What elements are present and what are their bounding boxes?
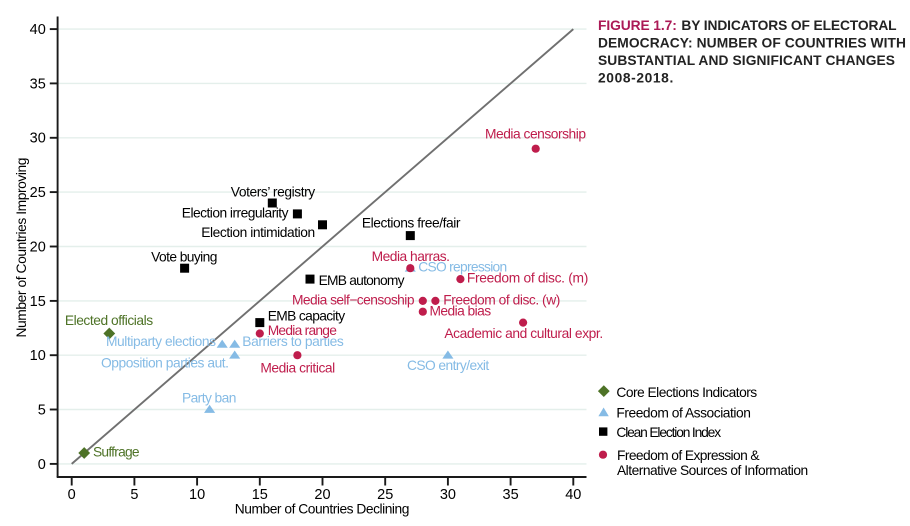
svg-text:Academic and cultural expr.: Academic and cultural expr. xyxy=(444,326,603,341)
svg-text:Voters’ registry: Voters’ registry xyxy=(231,185,315,200)
svg-text:10: 10 xyxy=(30,348,46,364)
svg-text:Media harras.: Media harras. xyxy=(372,249,450,264)
svg-text:2008-2018.: 2008-2018. xyxy=(598,70,673,85)
svg-text:CSO repression: CSO repression xyxy=(418,259,507,274)
svg-text:SUBSTANTIAL AND SIGNIFICANT CH: SUBSTANTIAL AND SIGNIFICANT CHANGES xyxy=(598,53,895,68)
svg-text:Elected officials: Elected officials xyxy=(65,313,153,328)
svg-text:Multiparty elections: Multiparty elections xyxy=(106,334,216,349)
svg-text:Core Elections Indicators: Core Elections Indicators xyxy=(616,385,757,400)
svg-text:5: 5 xyxy=(38,402,46,418)
svg-text:0: 0 xyxy=(68,487,76,503)
svg-text:Freedom of Association: Freedom of Association xyxy=(616,405,751,420)
svg-text:Election intimidation: Election intimidation xyxy=(201,225,315,240)
svg-text:Vote buying: Vote buying xyxy=(151,250,217,265)
svg-text:FIGURE 1.7:: FIGURE 1.7: xyxy=(598,18,677,33)
svg-text:Party ban: Party ban xyxy=(182,391,237,406)
svg-text:40: 40 xyxy=(30,22,46,38)
svg-text:10: 10 xyxy=(189,487,205,503)
svg-text:Media bias: Media bias xyxy=(430,304,492,319)
svg-text:Freedom of Expression &: Freedom of Expression & xyxy=(617,448,760,463)
svg-text:Media range: Media range xyxy=(268,323,338,338)
svg-text:EMB autonomy: EMB autonomy xyxy=(319,273,405,288)
svg-text:0: 0 xyxy=(38,457,46,473)
svg-text:30: 30 xyxy=(30,131,46,147)
svg-text:Media critical: Media critical xyxy=(260,361,335,376)
svg-text:Elections free/fair: Elections free/fair xyxy=(362,216,461,231)
svg-text:Number of Countries Declining: Number of Countries Declining xyxy=(235,502,410,517)
svg-text:Freedom of disc. (w): Freedom of disc. (w) xyxy=(443,292,560,307)
svg-text:BY INDICATORS OF ELECTORAL: BY INDICATORS OF ELECTORAL xyxy=(681,18,896,33)
svg-text:25: 25 xyxy=(30,185,46,201)
svg-text:DEMOCRACY: NUMBER OF COUNTRIES: DEMOCRACY: NUMBER OF COUNTRIES WITH xyxy=(598,36,906,51)
svg-text:35: 35 xyxy=(503,487,519,503)
svg-text:25: 25 xyxy=(377,487,393,503)
svg-text:20: 20 xyxy=(30,239,46,255)
svg-text:Barriers to parties: Barriers to parties xyxy=(242,334,344,349)
svg-text:Clean Election Index: Clean Election Index xyxy=(616,425,721,440)
svg-text:Opposition parties aut.: Opposition parties aut. xyxy=(101,356,229,371)
svg-text:Freedom of disc. (m): Freedom of disc. (m) xyxy=(467,271,588,286)
svg-text:Media self−censoship: Media self−censoship xyxy=(292,292,415,307)
svg-text:Media censorship: Media censorship xyxy=(485,127,586,142)
svg-text:Suffrage: Suffrage xyxy=(93,444,140,459)
svg-text:Number of Countries Improving: Number of Countries Improving xyxy=(14,158,29,338)
svg-text:35: 35 xyxy=(30,76,46,92)
svg-text:EMB capacity: EMB capacity xyxy=(268,309,345,324)
svg-text:40: 40 xyxy=(565,487,581,503)
svg-text:30: 30 xyxy=(440,487,456,503)
svg-text:5: 5 xyxy=(130,487,138,503)
svg-text:15: 15 xyxy=(252,487,268,503)
svg-text:CSO entry/exit: CSO entry/exit xyxy=(407,358,489,373)
svg-text:15: 15 xyxy=(30,294,46,310)
svg-text:20: 20 xyxy=(314,487,330,503)
svg-text:Election irregularity: Election irregularity xyxy=(182,205,289,220)
svg-text:Alternative Sources of Informa: Alternative Sources of Information xyxy=(617,463,808,478)
